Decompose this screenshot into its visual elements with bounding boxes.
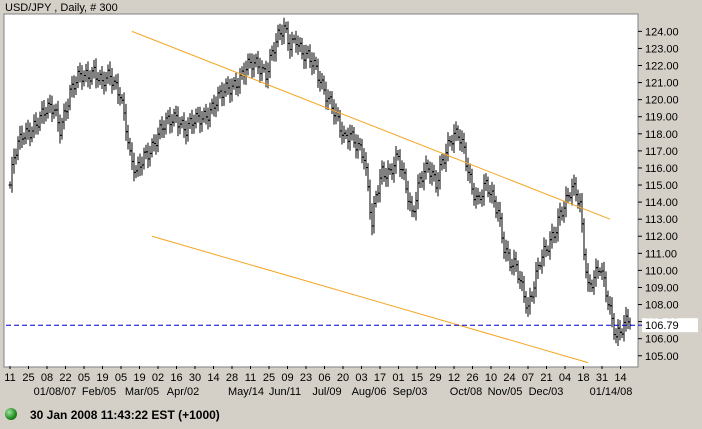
y-tick-label: 112.00 [645, 231, 678, 243]
x-tick-label: 29 [429, 372, 441, 384]
status-bar: 30 Jan 2008 11:43:22 EST (+1000) [0, 401, 702, 429]
x-date-label: Aug/06 [352, 386, 387, 398]
y-tick-label: 122.00 [645, 61, 679, 73]
y-tick-label: 111.00 [645, 248, 677, 260]
y-tick-label: 121.00 [645, 78, 679, 90]
x-tick-label: 04 [559, 372, 571, 384]
x-date-label: Dec/03 [529, 386, 564, 398]
y-tick-label: 117.00 [645, 146, 678, 158]
x-date-label: Feb/05 [82, 386, 116, 398]
x-tick-label: 11 [4, 372, 15, 384]
y-tick-label: 109.00 [645, 282, 679, 294]
x-tick-label: 11 [245, 372, 256, 384]
x-tick-label: 17 [374, 372, 386, 384]
x-date-label: Jul/09 [312, 386, 341, 398]
x-tick-label: 26 [466, 372, 478, 384]
x-tick-label: 05 [78, 372, 90, 384]
x-date-label: 01/14/08 [590, 386, 633, 398]
x-date-label: Apr/02 [167, 386, 199, 398]
y-tick-label: 110.00 [645, 265, 678, 277]
x-date-label: Nov/05 [488, 386, 523, 398]
x-tick-label: 19 [96, 372, 108, 384]
y-tick-label: 116.00 [645, 163, 678, 175]
x-tick-label: 02 [152, 372, 164, 384]
x-date-label: Jun/11 [269, 386, 301, 398]
x-tick-label: 16 [170, 372, 182, 384]
x-tick-label: 30 [189, 372, 201, 384]
y-tick-label: 118.00 [645, 129, 678, 141]
channel-lower-line [151, 235, 589, 364]
x-tick-label: 18 [577, 372, 589, 384]
y-tick-label: 113.00 [645, 214, 678, 226]
x-tick-label: 25 [22, 372, 34, 384]
x-tick-label: 20 [337, 372, 349, 384]
x-tick-label: 09 [281, 372, 293, 384]
chart-title: USD/JPY , Daily, # 300 [5, 2, 118, 14]
current-price-label: 106.79 [645, 320, 679, 332]
x-tick-label: 24 [503, 372, 515, 384]
x-date-label: Mar/05 [125, 386, 159, 398]
y-axis: 124.00 123.00 122.00 121.00 120.00 119.00 118.… [638, 26, 698, 363]
x-tick-label: 03 [355, 372, 367, 384]
connection-status-icon [5, 408, 17, 420]
status-timestamp: 30 Jan 2008 11:43:22 EST (+1000) [30, 408, 220, 422]
y-tick-label: 120.00 [645, 95, 679, 107]
x-date-label: 01/08/07 [34, 386, 77, 398]
x-tick-label: 10 [485, 372, 497, 384]
y-tick-label: 108.00 [645, 300, 679, 312]
x-date-label: May/14 [228, 386, 264, 398]
y-tick-label: 124.00 [645, 26, 679, 38]
x-date-label: Oct/08 [450, 386, 482, 398]
x-tick-label: 05 [115, 372, 127, 384]
x-tick-label: 23 [300, 372, 312, 384]
x-tick-label: 01 [392, 372, 404, 384]
current-price-badge [642, 318, 698, 333]
x-tick-label: 08 [41, 372, 53, 384]
x-tick-label: 12 [448, 372, 460, 384]
y-tick-label: 115.00 [645, 180, 678, 192]
x-tick-label: 19 [133, 372, 145, 384]
y-tick-label: 105.00 [645, 351, 679, 363]
ohlc-bars [8, 17, 632, 346]
x-tick-label: 14 [614, 372, 626, 384]
x-tick-label: 14 [207, 372, 219, 384]
plot-area [3, 13, 639, 368]
x-tick-label: 06 [318, 372, 330, 384]
x-tick-label: 15 [411, 372, 423, 384]
y-tick-label: 123.00 [645, 43, 679, 55]
x-tick-label: 21 [540, 372, 552, 384]
channel-upper-line [131, 30, 611, 220]
x-tick-label: 07 [522, 372, 534, 384]
y-tick-label: 106.00 [645, 334, 679, 346]
overlay-lines [6, 30, 636, 364]
x-tick-label: 22 [59, 372, 71, 384]
x-tick-label: 25 [263, 372, 275, 384]
x-tick-label: 31 [596, 372, 608, 384]
x-date-label: Sep/03 [393, 386, 428, 398]
x-tick-label: 28 [226, 372, 238, 384]
price-chart: USD/JPY , Daily, # 300 124.00 123.00 122.0… [3, 2, 698, 398]
y-tick-label: 114.00 [645, 197, 678, 209]
x-axis: 11 25 08 22 05 19 05 19 02 16 30 14 28 11 25 09 23 06 20 03… [4, 366, 632, 398]
y-tick-label: 119.00 [645, 112, 678, 124]
